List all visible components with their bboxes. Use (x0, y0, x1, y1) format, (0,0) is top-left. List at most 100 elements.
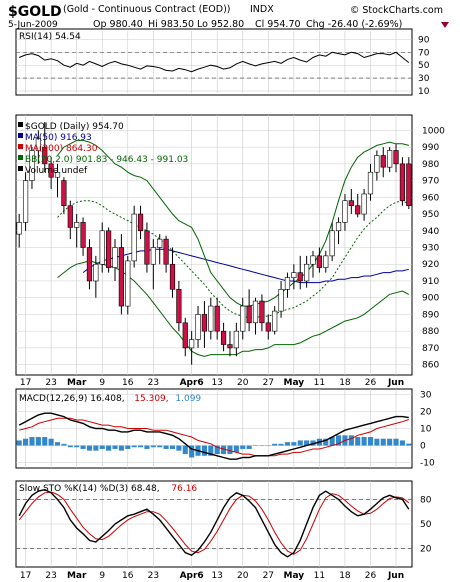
candle-body-1 (22, 180, 29, 223)
sto-xtick-3: 9 (99, 571, 105, 581)
rsi-line (19, 51, 410, 73)
macd-histogram-bar-10 (80, 445, 86, 449)
rsi-panel (15, 28, 413, 96)
sto-xtick-2: Mar (67, 571, 87, 581)
price-ytick-0: 1000 (422, 126, 445, 136)
price-ytick-7: 930 (422, 244, 439, 254)
macd-histogram-bar-22 (157, 445, 163, 448)
candle-body-55 (367, 171, 374, 195)
candle-body-52 (348, 200, 354, 206)
candle-body-34 (233, 330, 239, 349)
candle-body-37 (252, 300, 259, 324)
candle-body-10 (80, 222, 86, 248)
macd-histogram-bar-39 (265, 445, 271, 447)
sto-xtick-6: Apr6 (180, 571, 204, 581)
candle-body-31 (214, 305, 220, 332)
price-xtick-10: May (284, 378, 305, 388)
macd-histogram-bar-14 (106, 445, 112, 451)
macd-histogram-bar-45 (304, 440, 310, 446)
credit-label: © StockCharts.com (350, 5, 443, 16)
candle-body-48 (323, 255, 329, 268)
candle-body-33 (227, 344, 233, 349)
price-legend-swatch-3 (18, 155, 23, 160)
price-legend-swatch-4 (18, 166, 23, 171)
candle-body-17 (125, 260, 131, 307)
candle-body-9 (74, 222, 80, 228)
candle-body-23 (163, 238, 169, 265)
price-legend-4: Volume undef (25, 166, 88, 176)
macd-histogram-bar-48 (323, 438, 329, 446)
macd-histogram-bar-9 (74, 445, 80, 448)
price-ytick-13: 870 (422, 344, 439, 354)
macd-histogram-bar-29 (201, 445, 207, 456)
candle-body-28 (195, 314, 201, 340)
macd-line (18, 412, 409, 460)
candle-body-51 (342, 200, 348, 223)
candle-body-38 (259, 300, 265, 324)
price-ytick-9: 910 (422, 277, 439, 287)
price-xtick-12: 18 (339, 378, 351, 388)
candle-body-47 (316, 255, 322, 268)
candle-body-29 (201, 314, 208, 332)
change-label: Chg -26.40 (-2.69%) (306, 19, 402, 30)
low-label: Lo 952.80 (197, 19, 244, 30)
candle-body-30 (208, 305, 214, 332)
sto-xtick-10: May (284, 571, 305, 581)
candle-body-32 (220, 330, 227, 345)
candle-body-0 (16, 222, 22, 235)
rsi-ytick-0: 90 (418, 35, 430, 45)
macd-histogram-bar-11 (86, 445, 93, 451)
candle-body-18 (131, 213, 137, 262)
macd-histogram-bar-4 (42, 437, 48, 446)
price-ytick-4: 960 (422, 193, 439, 203)
candle-body-8 (67, 205, 73, 228)
price-legend-0: $GOLD (Daily) 954.70 (25, 122, 124, 132)
macd-histogram-bar-54 (361, 437, 367, 446)
candle-body-2 (29, 150, 35, 181)
price-xtick-7: 13 (211, 378, 222, 388)
sto-xtick-13: 26 (365, 571, 377, 581)
price-xtick-8: 20 (237, 378, 249, 388)
macd-histogram-bar-20 (144, 445, 150, 449)
macd-histogram-bar-61 (406, 443, 412, 446)
price-ytick-14: 860 (422, 361, 439, 371)
candle-body-35 (240, 305, 246, 332)
candle-body-57 (380, 155, 386, 168)
macd-histogram-bar-57 (380, 438, 386, 446)
price-xtick-13: 26 (365, 378, 377, 388)
candle-body-36 (246, 305, 252, 324)
candle-body-7 (61, 180, 67, 206)
macd-histogram-bar-1 (23, 438, 29, 446)
price-ytick-1: 990 (422, 143, 439, 153)
close-label: Cl 954.70 (255, 19, 301, 30)
price-xtick-2: Mar (67, 378, 87, 388)
candle-body-41 (278, 289, 284, 312)
macd-histogram-bar-5 (48, 438, 54, 446)
sto-d-line (18, 491, 410, 555)
price-legend-3: BB(20,2.0) 901.83 - 946.43 - 991.03 (25, 155, 188, 165)
date-label: 5-Jun-2009 (8, 20, 58, 30)
macd-histogram-bar-50 (335, 435, 342, 446)
sto-xtick-4: 16 (122, 571, 134, 581)
price-legend-swatch-2 (18, 144, 23, 149)
macd-ytick-3: 0 (420, 442, 426, 452)
macd-histogram-bar-0 (16, 440, 22, 446)
sto-xtick-12: 18 (339, 571, 351, 581)
candle-body-13 (99, 230, 105, 265)
candle-body-21 (150, 247, 156, 265)
candle-body-16 (118, 247, 124, 307)
sto-ytick-2: 20 (420, 545, 432, 555)
candle-body-15 (112, 247, 118, 268)
macd-histogram-bar-17 (125, 445, 131, 449)
sto-xtick-1: 23 (45, 571, 56, 581)
price-legend-swatch-0 (18, 122, 23, 127)
macd-histogram-bar-41 (278, 443, 284, 446)
sto-legend-1: 76.16 (171, 484, 197, 494)
candle-body-59 (393, 150, 399, 165)
sto-xtick-14: Jun (387, 571, 404, 581)
candle-body-49 (329, 230, 335, 257)
sto-xtick-8: 20 (237, 571, 249, 581)
macd-ytick-1: 20 (420, 407, 432, 417)
macd-histogram-bar-33 (227, 445, 233, 455)
high-label: Hi 983.50 (148, 19, 194, 30)
